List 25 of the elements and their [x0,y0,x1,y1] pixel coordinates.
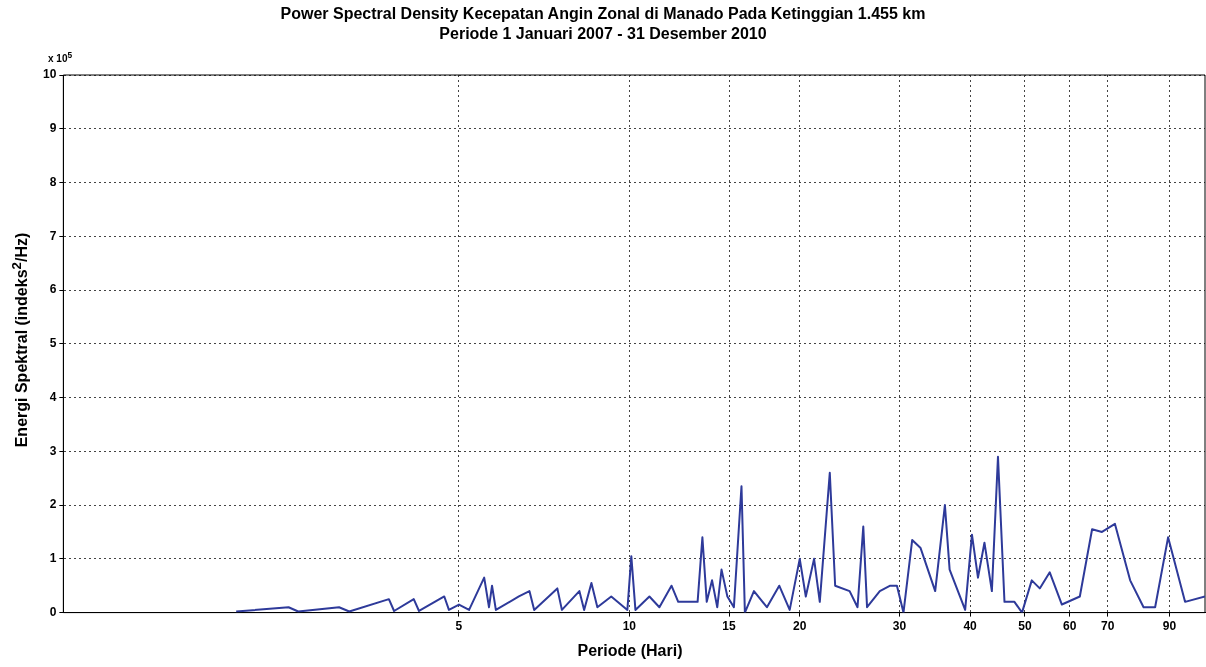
x-tick-label: 15 [722,619,737,634]
y-tick-label: 10 [42,67,57,82]
x-tick-label: 50 [1018,619,1032,634]
y-tick-label: 5 [49,336,57,351]
x-tick-label: 5 [455,619,463,634]
y-tick-label: 9 [49,121,57,136]
x-tick-label: 90 [1162,619,1177,634]
y-tick-label: 4 [49,389,57,404]
chart-title: Power Spectral Density Kecepatan Angin Zonal di Manado Pada Ketinggian 1.455 km [280,5,926,22]
x-tick-label: 60 [1063,619,1077,634]
y-tick-label: 3 [49,443,57,458]
y-tick-label: 0 [49,604,57,619]
x-tick-label: 30 [892,619,907,634]
y-tick-label: 2 [49,497,57,512]
x-tick-label: 20 [793,619,807,634]
y-tick-label: 8 [49,174,57,189]
x-tick-label: 10 [622,619,637,634]
text: x 10$^{5}$ [48,50,73,65]
y-tick-label: 1 [49,551,57,566]
y-tick-label: 6 [49,282,57,297]
x-tick-label: 40 [963,619,978,634]
x-tick-label: 70 [1101,619,1115,634]
y-tick-label: 7 [49,228,57,243]
chart-subtitle: Periode 1 Januari 2007 - 31 Desember 2010 [439,25,767,42]
x-axis-title: Periode (Hari) [577,642,683,660]
